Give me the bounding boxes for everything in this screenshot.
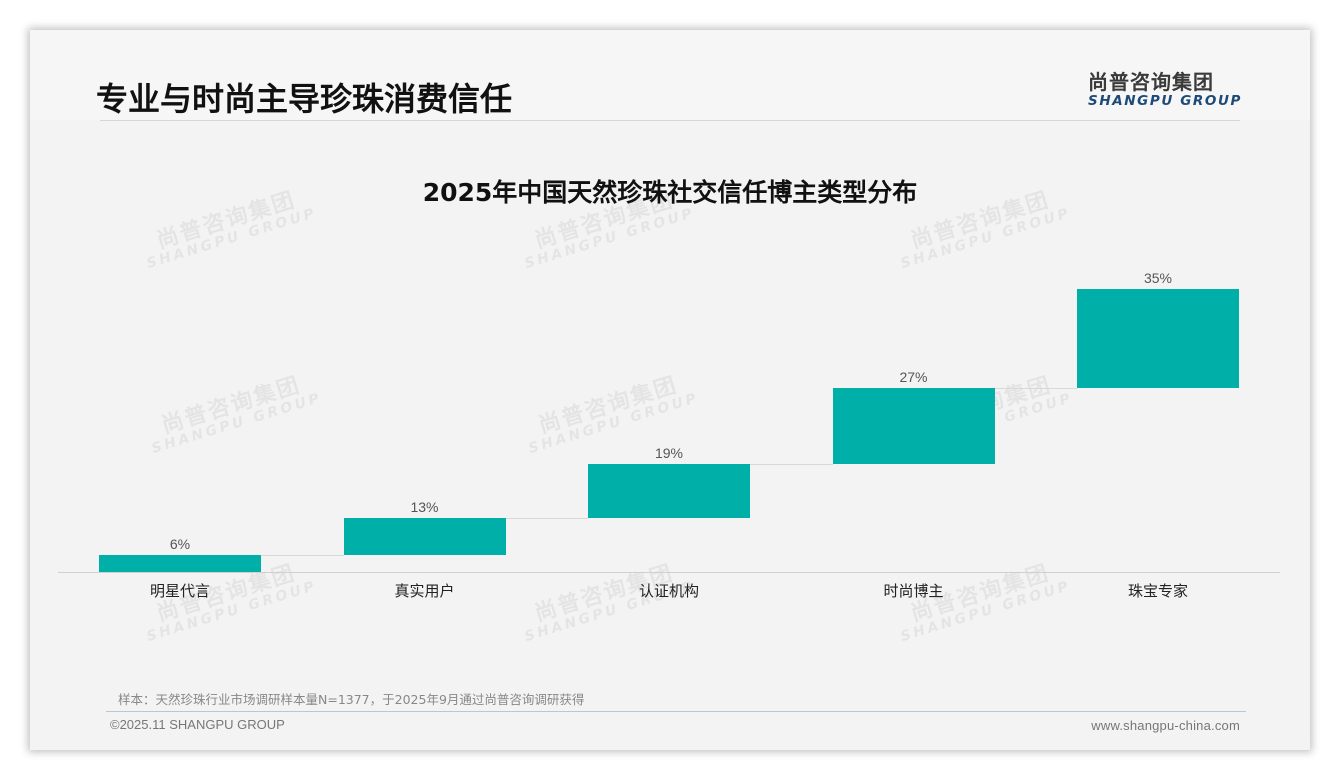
connector-line	[994, 388, 1077, 390]
bar-5	[1077, 289, 1239, 389]
x-tick-label: 珠宝专家	[1127, 582, 1188, 600]
header-band	[30, 30, 1310, 120]
page-title: 专业与时尚主导珍珠消费信任	[96, 80, 513, 118]
x-tick-label: 认证机构	[638, 582, 699, 600]
data-label: 35%	[1143, 270, 1173, 286]
connector-line	[750, 464, 833, 466]
company-logo: 尚普咨询集团 SHANGPU GROUP	[1088, 66, 1248, 109]
logo-cn-text: 尚普咨询集团	[1088, 70, 1214, 94]
website-link[interactable]: www.shangpu-china.com	[1091, 718, 1240, 733]
x-tick-label: 明星代言	[149, 582, 210, 600]
data-label: 27%	[899, 369, 928, 386]
data-label: 13%	[410, 499, 439, 516]
sample-note: 样本：天然珍珠行业市场调研样本量N=1377，于2025年9月通过尚普咨询调研获…	[118, 692, 585, 707]
bar-3	[588, 464, 750, 519]
data-label: 19%	[654, 445, 684, 462]
bar-2	[343, 518, 506, 555]
x-axis-line	[58, 572, 1280, 573]
footer-divider	[106, 711, 1246, 712]
copyright-text: ©2025.11 SHANGPU GROUP	[110, 717, 285, 732]
x-tick-label: 真实用户	[394, 582, 455, 600]
slide: 专业与时尚主导珍珠消费信任 尚普咨询集团 SHANGPU GROUP 尚普咨询集…	[30, 30, 1310, 750]
x-tick-label: 时尚博主	[883, 582, 944, 600]
logo-en-text: SHANGPU GROUP	[1088, 93, 1243, 109]
connector-line	[505, 518, 588, 520]
title-divider	[100, 120, 1240, 121]
connector-line	[261, 555, 344, 557]
bar-4	[832, 388, 995, 465]
data-label: 6%	[169, 536, 191, 553]
waterfall-chart: 6% 明星代言 13% 真实用户 19% 认证机构 27% 时尚博主 35% 珠宝专家	[58, 270, 1280, 650]
chart-title: 2025年中国天然珍珠社交信任博主类型分布	[422, 178, 918, 207]
bar-1	[99, 555, 261, 572]
